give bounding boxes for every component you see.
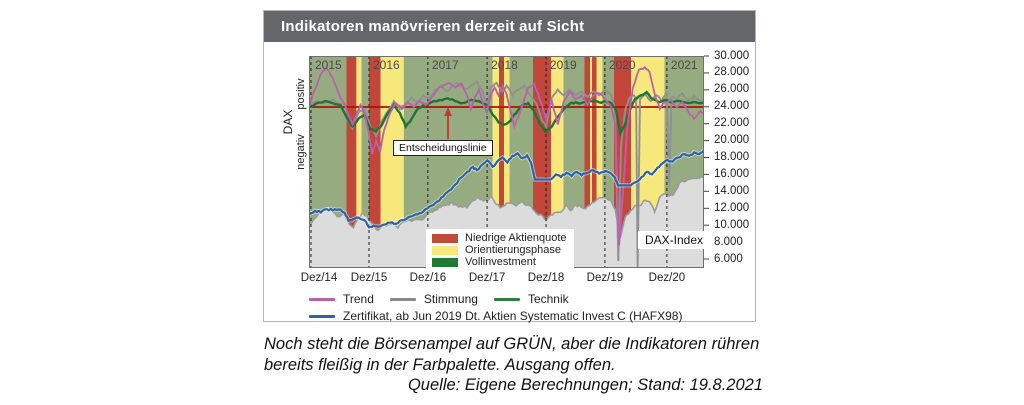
trend-line: [309, 65, 704, 246]
left-axis-label-positiv: positiv: [295, 78, 307, 110]
series-legend-row-1: Trend Stimmung Technik: [309, 291, 698, 307]
year-label: 2019: [550, 58, 577, 72]
phase-band: [584, 56, 590, 268]
chart-title-bar: Indikatoren manövrieren derzeit auf Sich…: [264, 11, 755, 42]
right-axis-tick-label: 30.000: [714, 49, 750, 62]
year-label: 2018: [491, 58, 518, 72]
caption-block: Noch steht die Börsenampel auf GRÜN, abe…: [264, 334, 763, 396]
series-label: Technik: [527, 292, 569, 306]
phase-band: [356, 56, 362, 268]
right-axis-tick-label: 12.000: [714, 201, 750, 214]
phase-label: Vollinvestment: [465, 256, 536, 268]
year-label: 2015: [315, 58, 342, 72]
series-label: Trend: [343, 292, 374, 306]
phase-band: [592, 56, 597, 268]
right-axis-tick-label: 16.000: [714, 167, 750, 180]
x-axis-tick-label: Dez/16: [409, 272, 447, 284]
right-axis-tick-label: 24.000: [714, 100, 750, 113]
right-axis-tick-label: 6.000: [714, 252, 743, 265]
x-axis-tick-label: Dez/20: [648, 272, 686, 284]
dax-index-annotation: DAX-Index: [638, 231, 711, 249]
phase-legend-row: Vollinvestment: [432, 256, 567, 268]
right-axis-tick-label: 26.000: [714, 83, 750, 96]
phase-band: [361, 56, 369, 268]
chart-title: Indikatoren manövrieren derzeit auf Sich…: [281, 18, 585, 35]
x-axis-tick-label: Dez/19: [586, 272, 624, 284]
right-axis-tick-label: 20.000: [714, 134, 750, 147]
caption-line-2: bereits fleißig in der Farbpalette. Ausg…: [264, 355, 616, 374]
decision-line-annotation: Entscheidungslinie: [393, 140, 493, 156]
series-label: Zertifikat, ab Jun 2019 Dt. Aktien Syste…: [343, 309, 683, 323]
year-label: 2020: [608, 58, 636, 72]
phase-band: [369, 56, 381, 268]
phase-legend-box: Niedrige Aktienquote Orientierungsphase Vo…: [426, 229, 574, 272]
phase-label: Orientierungsphase: [465, 244, 562, 256]
series-line-swatch: [389, 297, 416, 301]
year-label: 2016: [373, 58, 400, 72]
phase-legend-row: Niedrige Aktienquote: [432, 232, 567, 244]
right-axis-tick-label: 28.000: [714, 66, 750, 79]
source-line: Quelle: Eigene Berechnungen; Stand: 19.8…: [407, 376, 763, 394]
year-label: 2017: [431, 58, 459, 72]
series-legend-item: Zertifikat, ab Jun 2019 Dt. Aktien Syste…: [309, 309, 682, 323]
caption-line-1: Noch steht die Börsenampel auf GRÜN, abe…: [264, 335, 760, 353]
series-line-swatch: [309, 314, 335, 318]
phase-band: [346, 56, 357, 268]
right-axis-tick-label: 14.000: [714, 184, 750, 197]
right-axis-tick-label: 10.000: [714, 218, 750, 231]
phase-label: Niedrige Aktienquote: [465, 232, 567, 244]
x-axis-tick-label: Dez/18: [527, 272, 565, 284]
series-line-swatch: [493, 297, 520, 301]
phase-legend-row: Orientierungsphase: [432, 244, 567, 256]
left-axis-label-dax: DAX: [281, 109, 295, 135]
series-legend-item: Stimmung: [389, 292, 478, 306]
series-legend-item: Trend: [309, 292, 374, 306]
x-axis-tick-label: Dez/17: [468, 272, 506, 284]
decision-arrow-head: [444, 107, 452, 116]
series-line-swatch: [309, 297, 335, 301]
phase-band: [590, 56, 592, 268]
year-label: 2021: [670, 58, 698, 72]
right-axis-tick-label: 18.000: [714, 151, 750, 163]
right-axis-tick-label: 8.000: [714, 235, 743, 248]
right-axis-tick-label: 22.000: [714, 117, 750, 130]
technik-line: [309, 90, 704, 138]
phase-swatch: [432, 245, 458, 255]
series-legend-row-2: Zertifikat, ab Jun 2019 Dt. Aktien Syste…: [309, 308, 698, 324]
chart-card: Indikatoren manövrieren derzeit auf Sich…: [263, 10, 756, 325]
series-label: Stimmung: [423, 292, 478, 306]
series-legend: Trend Stimmung Technik Zertifikat, ab Jun …: [309, 291, 698, 325]
series-legend-item: Technik: [493, 292, 569, 306]
phase-band: [602, 56, 614, 268]
left-axis-label-negativ: negativ: [295, 134, 307, 170]
zertifikat-line: [309, 149, 704, 229]
phase-band: [596, 56, 603, 268]
x-axis-tick-label: Dez/15: [350, 272, 388, 284]
phase-band: [499, 56, 504, 268]
x-axis-tick-label: Dez/14: [300, 272, 338, 284]
phase-swatch: [432, 257, 458, 267]
phase-swatch: [432, 233, 458, 243]
